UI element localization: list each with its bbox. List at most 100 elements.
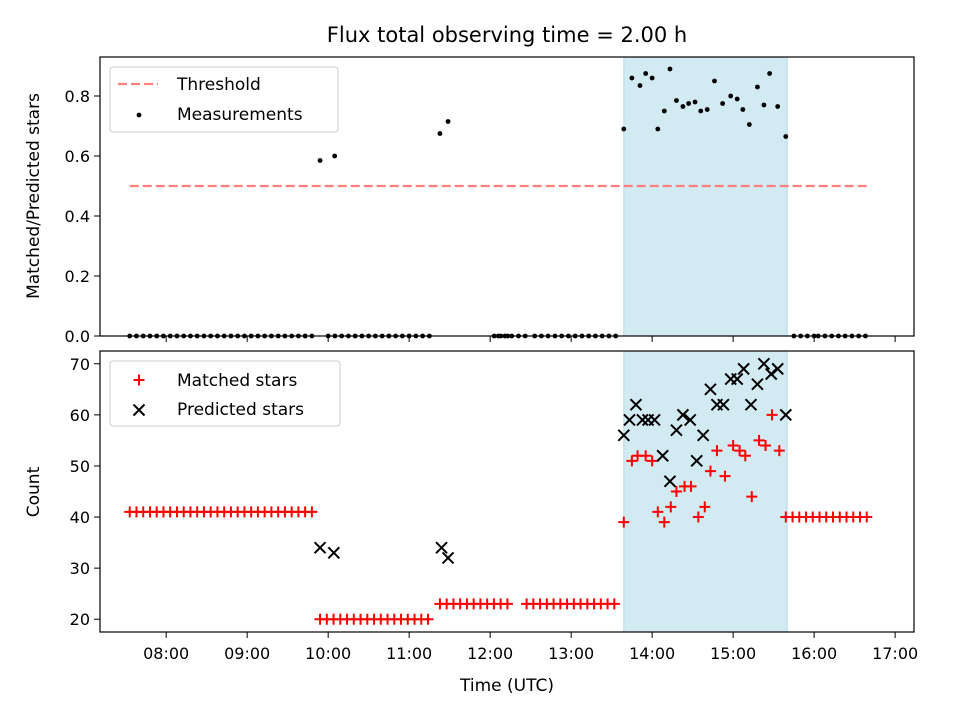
- bottom-xtick-label: 12:00: [467, 644, 513, 663]
- matched-star-point: [861, 511, 873, 523]
- measurement-point: [720, 101, 726, 106]
- predicted-star-point: [757, 357, 771, 370]
- top-axes: 0.0 0.2 0.4 0.6 0.8 Threshold Measurements Matc…: [24, 56, 915, 346]
- predicted-star-point: [730, 372, 744, 386]
- top-ylabel: Matched/Predicted stars: [24, 93, 44, 299]
- legend-matched-label: Matched stars: [177, 371, 297, 391]
- measurement-point: [667, 66, 673, 72]
- top-ytick-label: 0.4: [65, 207, 90, 226]
- matched-star-point: [719, 470, 731, 482]
- measurement-point: [621, 126, 627, 132]
- predicted-star-point: [629, 398, 643, 411]
- matched-star-point: [766, 409, 778, 421]
- matched-star-point: [652, 506, 664, 518]
- matched-star-point: [760, 440, 772, 452]
- matched-star-point: [685, 480, 697, 492]
- measurement-point: [712, 78, 717, 84]
- matched-star-point: [665, 501, 677, 513]
- matched-star-point: [699, 501, 711, 513]
- predicted-star-point: [696, 429, 710, 442]
- measurement-point: [704, 107, 710, 112]
- measurement-point: [643, 71, 649, 76]
- matched-star-point: [422, 613, 434, 625]
- bottom-xtick-label: 10:00: [305, 644, 351, 663]
- bottom-xtick-label: 17:00: [872, 644, 918, 663]
- matched-star-point: [704, 465, 716, 477]
- chart-title: Flux total observing time = 2.00 h: [327, 23, 687, 47]
- bottom-ytick-label: 70: [70, 355, 90, 374]
- matched-star-point: [670, 486, 682, 497]
- measurement-point: [661, 108, 667, 114]
- matched-star-point: [658, 516, 670, 528]
- predicted-star-point: [663, 475, 677, 488]
- legend-predicted-label: Predicted stars: [177, 400, 304, 420]
- measurement-point: [649, 75, 655, 81]
- measurement-point: [317, 158, 323, 163]
- matched-star-point: [626, 455, 638, 467]
- measurement-point: [629, 75, 635, 81]
- measurement-point: [775, 104, 781, 109]
- bottom-ylabel: Count: [24, 466, 44, 517]
- top-ytick-label: 0.2: [65, 267, 90, 286]
- top-ytick-label: 0.0: [65, 327, 90, 346]
- matched-star-point: [746, 491, 758, 503]
- bottom-xtick-label: 09:00: [224, 644, 270, 663]
- measurement-point: [692, 99, 698, 105]
- bottom-ytick-label: 20: [70, 610, 90, 629]
- predicted-star-point: [327, 546, 341, 560]
- matched-star-point: [734, 445, 746, 457]
- measurement-point: [767, 71, 772, 76]
- bottom-xtick-label: 15:00: [710, 644, 756, 663]
- predicted-star-point: [684, 413, 697, 427]
- measurement-point: [332, 153, 338, 159]
- matched-star-point: [753, 434, 765, 446]
- predicted-star-point: [717, 398, 730, 411]
- measurement-point: [437, 131, 443, 136]
- predicted-star-point: [648, 413, 661, 427]
- predicted-star-point: [771, 362, 784, 376]
- bottom-xtick-label: 13:00: [548, 644, 594, 663]
- legend-measurements-label: Measurements: [177, 105, 303, 125]
- matched-star-point: [646, 455, 658, 467]
- bottom-xtick-label: 14:00: [629, 644, 675, 663]
- measurement-point: [734, 96, 740, 102]
- predicted-star-point: [313, 541, 327, 554]
- top-highlight-span: [623, 56, 788, 337]
- predicted-star-point: [636, 413, 649, 427]
- matched-star-point: [727, 440, 739, 452]
- legend-matched-swatch: [133, 374, 145, 386]
- measurement-point: [740, 107, 746, 112]
- predicted-star-point: [704, 383, 717, 396]
- predicted-star-point: [623, 413, 636, 427]
- matched-star-point: [692, 511, 704, 523]
- bottom-ytick-label: 60: [70, 406, 90, 425]
- measurement-point: [680, 104, 686, 109]
- measurement-point: [761, 102, 767, 108]
- matched-star-point: [711, 445, 723, 457]
- top-legend-box: [109, 66, 339, 133]
- measurement-point: [655, 126, 661, 132]
- top-legend: Threshold Measurements: [109, 66, 339, 133]
- legend-predicted-swatch: [132, 403, 146, 417]
- bottom-xtick-label: 11:00: [386, 644, 432, 663]
- top-ytick-label: 0.8: [65, 87, 90, 106]
- predicted-star-point: [737, 362, 750, 376]
- top-frame: [99, 56, 915, 337]
- measurement-point: [783, 134, 789, 139]
- top-ytick-label: 0.6: [65, 147, 90, 166]
- bottom-axes: 20 30 40 50 60 70 08:00 09:00 10:00 11:00 12:00 13:…: [24, 350, 918, 696]
- predicted-star-point: [751, 378, 764, 391]
- predicted-star-point: [676, 408, 690, 422]
- matched-star-point: [501, 598, 513, 610]
- bottom-xtick-label: 08:00: [143, 644, 189, 663]
- matched-star-point: [739, 450, 751, 462]
- bottom-ytick-label: 30: [70, 559, 90, 578]
- matched-star-point: [773, 445, 785, 457]
- bottom-xtick-label: 16:00: [791, 644, 837, 663]
- bottom-xlabel: Time (UTC): [459, 676, 554, 696]
- measurement-point: [746, 122, 752, 127]
- predicted-star-point: [656, 449, 669, 462]
- predicted-star-point: [435, 541, 448, 554]
- matched-star-point: [640, 450, 652, 462]
